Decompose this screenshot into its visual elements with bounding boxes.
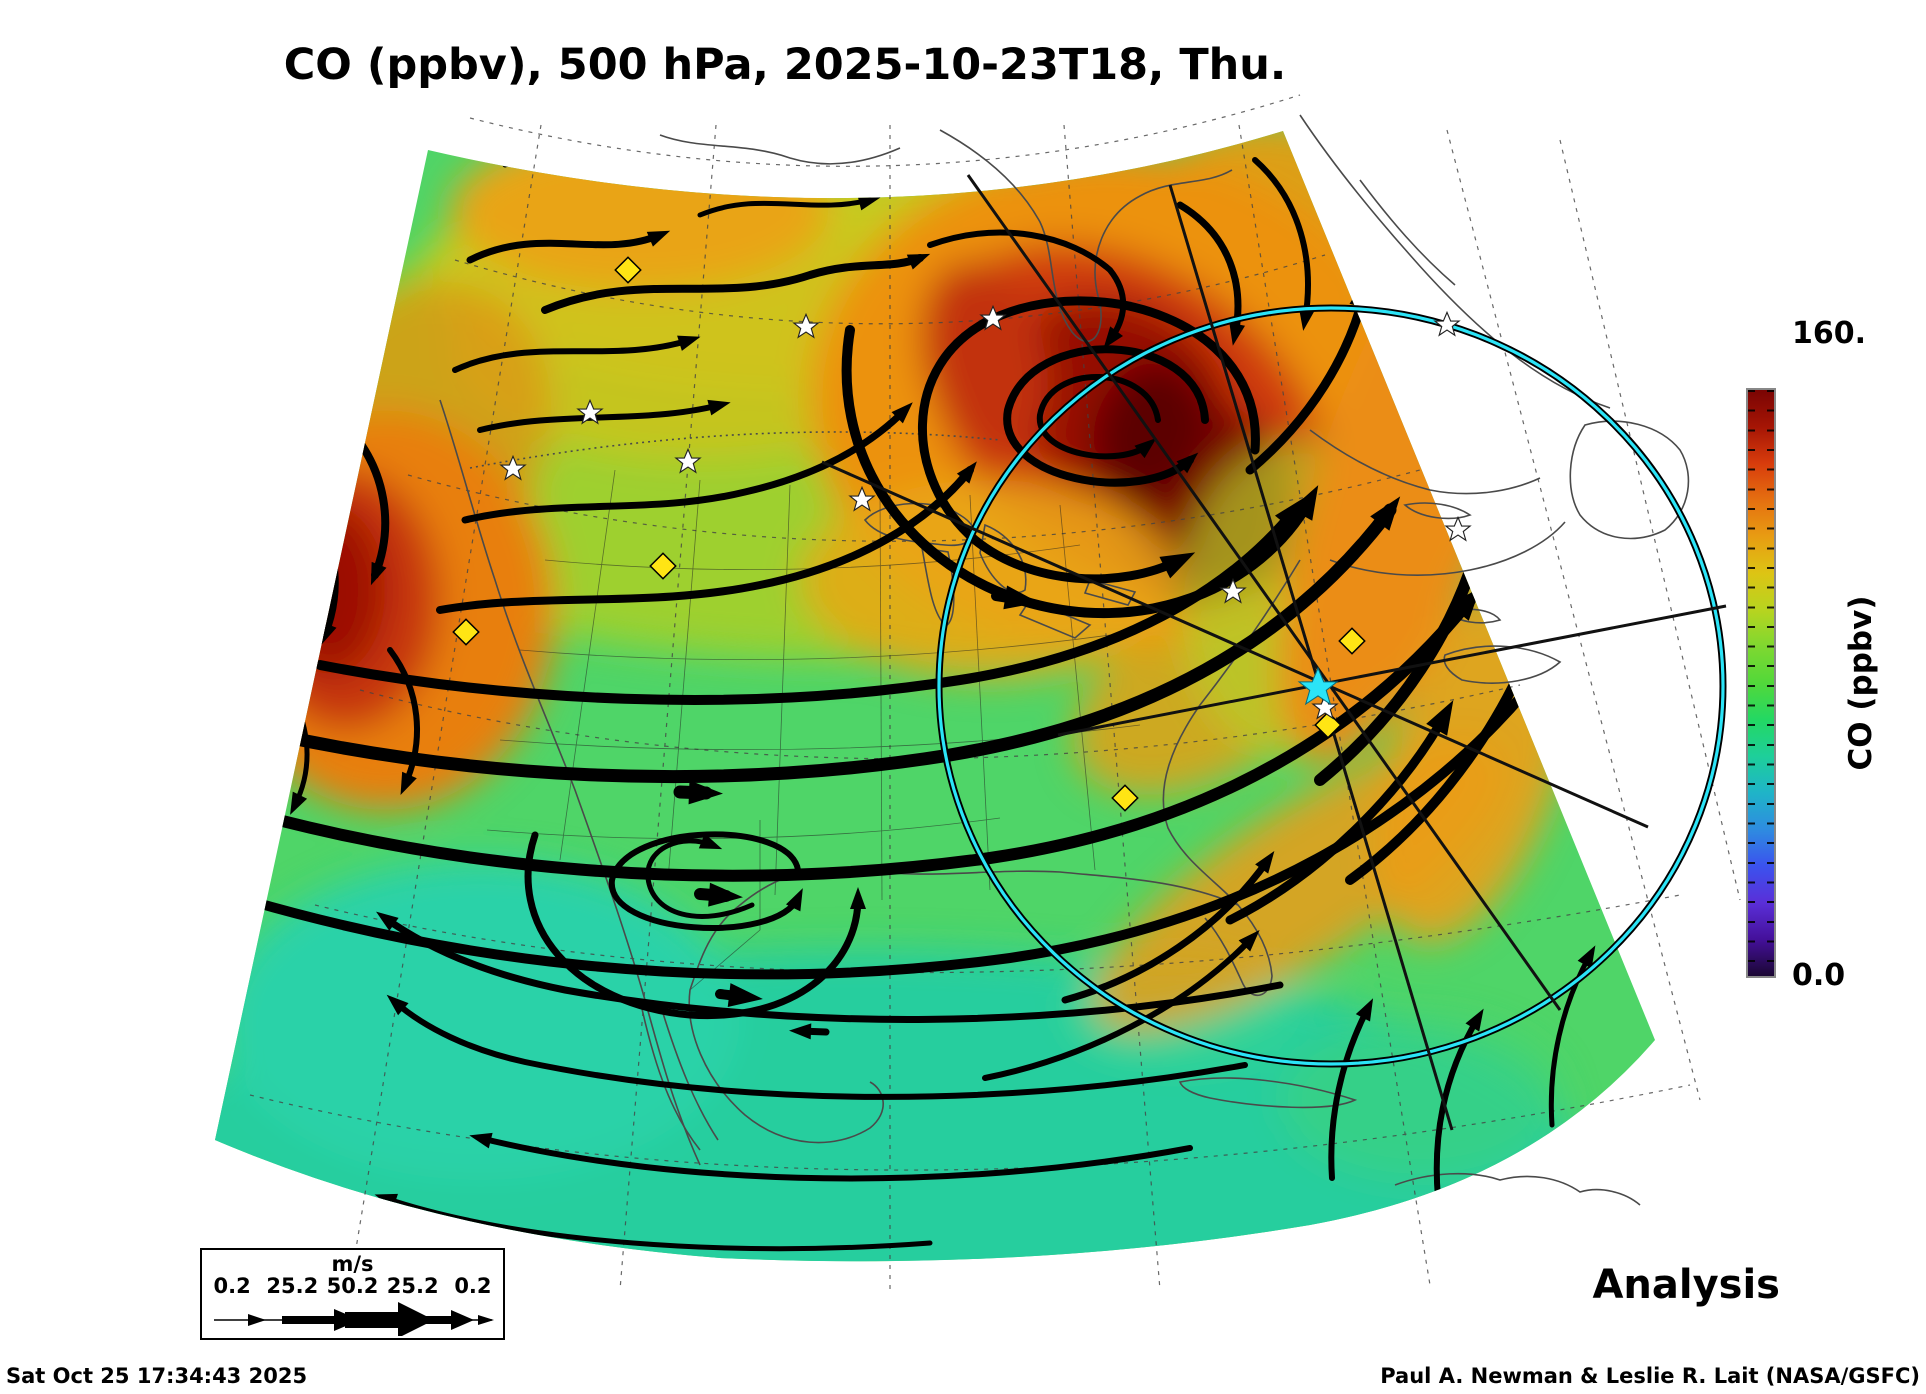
labrador-coast: [1299, 114, 1611, 409]
wind-legend-tick-labels: 0.2 25.2 50.2 25.2 0.2: [202, 1274, 503, 1298]
wind-legend-tick: 0.2: [213, 1274, 251, 1298]
range-ring: [935, 304, 1727, 1068]
colorbar-ticks-right: [1767, 390, 1774, 976]
site-diamond-marker: [1338, 627, 1366, 655]
wind-legend-tick: 25.2: [266, 1274, 319, 1298]
colorbar: [1746, 388, 1776, 978]
wind-legend-tick: 0.2: [454, 1274, 492, 1298]
coastlines: [439, 114, 1690, 1206]
wind-streamlines: [225, 146, 1596, 1252]
azimuth-lines: [821, 174, 1727, 1131]
analysis-label: Analysis: [1592, 1262, 1780, 1308]
baja-coast: [639, 999, 719, 1151]
wind-legend-units: m/s: [331, 1252, 374, 1276]
site-diamond-marker: [1314, 711, 1342, 739]
wind-legend-tick: 50.2: [326, 1274, 379, 1298]
wind-legend-tick: 25.2: [386, 1274, 439, 1298]
lake-ontario: [1083, 579, 1137, 606]
colorbar-min-label: 0.0: [1792, 958, 1846, 993]
plot-title: CO (ppbv), 500 hPa, 2025-10-23T18, Thu.: [283, 40, 1287, 90]
gulf-st-lawrence: [1309, 429, 1566, 576]
site-diamond-marker: [614, 256, 642, 284]
pacific-coast: [439, 399, 701, 1166]
site-diamond-marker: [452, 618, 480, 646]
caribbean-islands: [1394, 1172, 1641, 1206]
lake-erie: [1018, 599, 1092, 639]
site-diamond-marker: [1111, 784, 1139, 812]
us-canada-border: [469, 431, 1001, 469]
wind-legend-arrow-graphic: [214, 1302, 494, 1336]
city-star-marker: [1445, 516, 1471, 541]
colorbar-max-label: 160.: [1792, 316, 1867, 351]
gulf-coast: [688, 867, 1239, 1144]
colorbar-axis-label: CO (ppbv): [1843, 595, 1879, 771]
city-star-marker: [1434, 311, 1460, 336]
hudson-bay: [939, 129, 1233, 343]
generation-timestamp: Sat Oct 25 17:34:43 2025: [6, 1364, 308, 1388]
credit-line: Paul A. Newman & Leslie R. Lait (NASA/GS…: [1380, 1364, 1920, 1388]
cuba-coast: [1178, 1077, 1358, 1109]
arctic-coast: [659, 134, 901, 165]
wind-speed-legend: m/s 0.2 25.2 50.2 25.2 0.2: [200, 1248, 505, 1340]
newfoundland: [1569, 420, 1690, 540]
colorbar-ticks-left: [1748, 390, 1755, 976]
location-markers: [452, 256, 1471, 812]
site-diamond-marker: [649, 552, 677, 580]
